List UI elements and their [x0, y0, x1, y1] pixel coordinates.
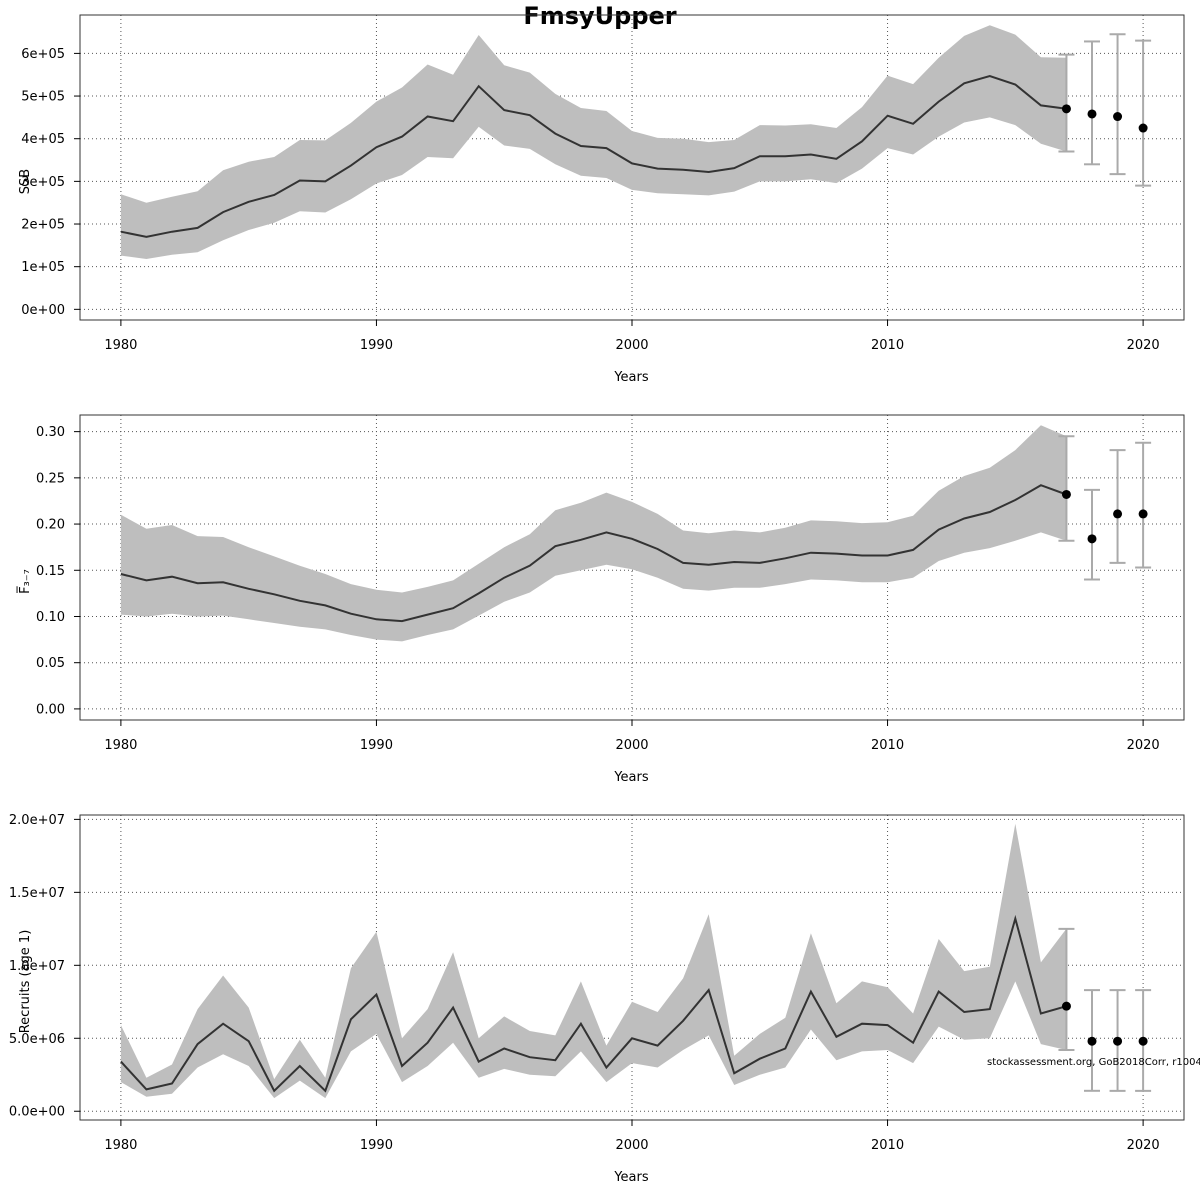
estimate-line	[120, 484, 1067, 623]
panel-2: 1980 1990 2000 2010 2020 0.00 0.05 0.10 0.15 0.20…	[17, 414, 1185, 785]
x-tick-label: 1990	[360, 338, 393, 353]
y-tick-label: 0.05	[36, 656, 65, 671]
x-axis-label: Years	[613, 770, 649, 785]
x-tick-label: 1990	[360, 738, 393, 753]
forecast-point	[1087, 109, 1097, 119]
y-axis-label: Recruits (age 1)	[18, 930, 33, 1034]
y-axis-label: SSB	[18, 169, 33, 194]
y-tick-label: 0.15	[36, 564, 65, 579]
confidence-band	[120, 25, 1067, 260]
y-tick-label: 1e+05	[21, 260, 65, 275]
forecast-point	[1138, 1036, 1148, 1046]
y-tick-label: 0.30	[36, 425, 65, 440]
x-tick-label: 2000	[615, 338, 648, 353]
y-tick-label: 0.25	[36, 471, 65, 486]
y-tick-label: 2.0e+07	[9, 813, 65, 828]
x-tick-label: 2020	[1127, 338, 1160, 353]
watermark-text: stockassessment.org, GoB2018Corr, r10042	[987, 1057, 1200, 1068]
y-tick-label: 0e+00	[21, 303, 65, 318]
x-tick-label: 1980	[104, 338, 137, 353]
panel-1: 1980 1990 2000 2010 2020 0e+00 1e+05 2e+05 3e+05…	[18, 14, 1185, 385]
panel-3: 1980 1990 2000 2010 2020 0.0e+00 5.0e+06 1.0e+0…	[9, 813, 1185, 1185]
y-tick-label: 6e+05	[21, 47, 65, 62]
forecast-point	[1113, 112, 1123, 122]
y-tick-label: 0.10	[36, 610, 65, 625]
confidence-band	[120, 425, 1067, 642]
chart-title: FmsyUpper	[523, 2, 677, 30]
y-tick-label: 1.0e+07	[9, 959, 65, 974]
y-tick-label: 0.20	[36, 518, 65, 533]
x-axis-label: Years	[613, 370, 649, 385]
forecast-point	[1061, 489, 1071, 499]
y-tick-label: 5.0e+06	[9, 1032, 65, 1047]
forecast-point	[1113, 509, 1123, 519]
confidence-band	[120, 823, 1067, 1099]
x-tick-label: 1990	[360, 1138, 393, 1153]
y-tick-label: 3e+05	[21, 175, 65, 190]
x-tick-label: 2000	[615, 738, 648, 753]
x-tick-label: 2000	[615, 1138, 648, 1153]
x-tick-label: 2020	[1127, 738, 1160, 753]
y-tick-label: 1.5e+07	[9, 886, 65, 901]
forecast-point	[1087, 1036, 1097, 1046]
y-tick-label: 0.0e+00	[9, 1105, 65, 1120]
estimate-line	[120, 914, 1067, 1093]
x-tick-label: 2010	[871, 338, 904, 353]
y-tick-label: 2e+05	[21, 218, 65, 233]
forecast-point	[1138, 123, 1148, 133]
y-axis-label: F̅₃₋₇	[17, 569, 33, 594]
forecast-point	[1138, 509, 1148, 519]
forecast-point	[1061, 104, 1071, 114]
forecast-point	[1061, 1001, 1071, 1011]
forecast-point	[1087, 534, 1097, 544]
forecast-point	[1113, 1036, 1123, 1046]
y-tick-label: 0.00	[36, 702, 65, 717]
x-tick-label: 1980	[104, 1138, 137, 1153]
y-tick-label: 4e+05	[21, 132, 65, 147]
y-tick-label: 5e+05	[21, 90, 65, 105]
estimate-line	[120, 74, 1067, 238]
x-tick-label: 2020	[1127, 1138, 1160, 1153]
x-tick-label: 1980	[104, 738, 137, 753]
x-axis-label: Years	[613, 1170, 649, 1185]
x-tick-label: 2010	[871, 1138, 904, 1153]
x-tick-label: 2010	[871, 738, 904, 753]
